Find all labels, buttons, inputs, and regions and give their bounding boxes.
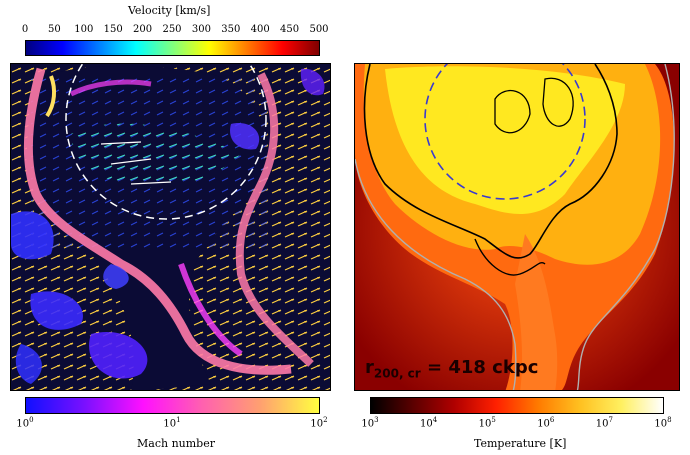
- temperature-colorbar-label: Temperature [K]: [474, 437, 567, 450]
- velocity-tick: 0: [21, 24, 29, 35]
- mach-colorbar-label: Mach number: [137, 437, 215, 450]
- temperature-panel: r200, cr = 418 ckpc: [354, 63, 680, 391]
- temperature-tick: 104: [419, 416, 438, 430]
- mach-shock-map: [11, 64, 330, 390]
- temperature-tick: 106: [537, 416, 555, 430]
- velocity-tick: 100: [74, 24, 94, 35]
- temperature-tick: 107: [595, 416, 613, 430]
- velocity-tick: 300: [191, 24, 211, 35]
- velocity-tick: 450: [280, 24, 300, 35]
- velocity-tick: 200: [133, 24, 153, 35]
- velocity-tick: 50: [48, 24, 61, 35]
- temperature-tick: 103: [361, 416, 379, 430]
- temperature-tick: 108: [654, 416, 672, 430]
- velocity-tick: 150: [103, 24, 123, 35]
- velocity-colorbar-label: Velocity [km/s]: [128, 4, 211, 17]
- mach-velocity-panel: [10, 63, 331, 391]
- velocity-colorbar: [25, 40, 320, 56]
- velocity-tick: 250: [162, 24, 182, 35]
- temperature-tick: 105: [478, 416, 496, 430]
- velocity-tick: 500: [309, 24, 329, 35]
- temperature-colorbar: [370, 397, 664, 414]
- mach-tick: 102: [310, 416, 328, 430]
- virial-radius-label: r200, cr = 418 ckpc: [365, 357, 539, 381]
- mach-tick-labels: 100 101 102: [16, 416, 327, 432]
- mach-colorbar: [25, 397, 320, 414]
- velocity-tick-labels: 0 50 100 150 200 250 300 350 400 450 500: [21, 24, 329, 38]
- temperature-tick-labels: 103 104 105 106 107 108: [361, 416, 671, 432]
- velocity-tick: 400: [250, 24, 270, 35]
- temperature-map: [355, 64, 679, 390]
- mach-tick: 101: [163, 416, 181, 430]
- velocity-tick: 350: [221, 24, 241, 35]
- mach-tick: 100: [16, 416, 34, 430]
